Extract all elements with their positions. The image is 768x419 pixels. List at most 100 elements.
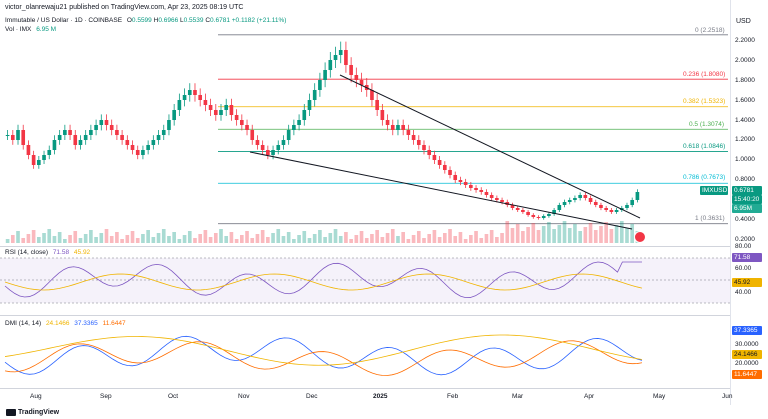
volume-bar: [515, 224, 520, 243]
candle-body: [344, 50, 348, 65]
candle-body: [245, 125, 249, 130]
volume-bar: [187, 231, 192, 243]
candle-body: [5, 135, 10, 136]
volume-bar: [614, 225, 619, 243]
volume-bar: [130, 231, 135, 243]
volume-bar: [609, 229, 614, 243]
volume-bar: [52, 236, 57, 243]
price-chart[interactable]: [0, 0, 730, 405]
volume-bar: [292, 239, 296, 243]
volume-bar: [266, 237, 270, 243]
volume-bar: [562, 221, 567, 243]
volume-bar: [500, 233, 504, 243]
event-marker-icon[interactable]: [634, 231, 646, 243]
volume-bar: [151, 237, 156, 243]
candle-body: [307, 100, 312, 110]
volume-bar: [547, 222, 551, 243]
volume-bar: [469, 235, 473, 243]
candle-body: [240, 120, 244, 125]
pane-separator[interactable]: [0, 246, 730, 247]
candle-body: [578, 195, 582, 198]
candle-body: [416, 140, 421, 145]
volume-bar: [354, 235, 359, 243]
rsi-value-tag: 71.58: [732, 253, 762, 262]
candle-body: [453, 175, 458, 180]
candle-body: [229, 105, 234, 115]
candle-body: [37, 160, 41, 165]
volume-bar: [16, 231, 20, 243]
change-value: +0.1182 (+21.11%): [231, 17, 287, 24]
volume-bar: [390, 229, 395, 243]
candle-body: [474, 188, 478, 190]
symbol-title[interactable]: Immutable / US Dollar · 1D · COINBASE O0…: [5, 17, 286, 25]
volume-bar: [411, 235, 416, 243]
candle-body: [396, 125, 400, 130]
volume-bar: [68, 235, 72, 243]
volume-bar: [396, 236, 400, 243]
candle-body: [83, 135, 88, 140]
candle-body: [57, 135, 62, 140]
volume-bar: [224, 236, 229, 243]
candle-body: [547, 214, 551, 216]
candle-body: [203, 100, 208, 105]
volume-bar: [286, 232, 291, 243]
volume-bar: [427, 234, 432, 243]
volume-bar: [432, 230, 437, 243]
volume-bar: [318, 230, 322, 243]
candle-body: [328, 60, 333, 70]
candle-body: [115, 130, 119, 135]
candle-body: [427, 150, 432, 155]
candle-body: [573, 198, 577, 200]
price-axis[interactable]: [730, 0, 768, 405]
candle-body: [250, 130, 255, 140]
volume-bar: [416, 231, 421, 243]
volume-bar: [442, 233, 447, 243]
axis-tick: 1.6000: [735, 97, 755, 104]
tradingview-logo[interactable]: TradingView: [6, 408, 59, 417]
volume-bar: [229, 232, 234, 243]
volume-bar: [125, 235, 130, 243]
rsi-legend[interactable]: RSI (14, close) 71.58 45.92: [5, 249, 90, 257]
volume-bar: [630, 224, 635, 243]
volume-bar: [104, 229, 109, 243]
volume-legend[interactable]: Vol · IMX 6.95 M: [5, 26, 56, 34]
candle-body: [411, 135, 416, 140]
volume-bar: [541, 226, 546, 243]
volume-bar: [10, 235, 15, 243]
volume-bar: [619, 221, 624, 243]
candle-body: [130, 145, 135, 150]
dmi-legend[interactable]: DMI (14, 14) 24.1466 37.3365 11.6447: [5, 320, 126, 328]
pane-separator[interactable]: [0, 315, 730, 316]
candle-body: [47, 150, 52, 155]
candle-body: [146, 145, 150, 150]
volume-bar: [156, 233, 161, 243]
candle-body: [63, 130, 67, 135]
candle-body: [94, 125, 98, 130]
volume-bar: [213, 233, 218, 243]
candle-body: [172, 110, 176, 120]
candle-body: [599, 205, 603, 208]
volume-bar: [78, 238, 83, 243]
candle-body: [89, 130, 93, 135]
candle-body: [120, 135, 124, 140]
volume-bar: [63, 239, 67, 243]
axis-tick: 1.8000: [735, 77, 755, 84]
axis-tick: 0.8000: [735, 176, 755, 183]
dmi-minus-value: 11.6447: [102, 320, 126, 327]
fib-label-0236: 0.236 (1.8080): [683, 71, 726, 78]
volume-bar: [208, 237, 213, 243]
volume-bar: [375, 230, 379, 243]
axis-tick: 2.0000: [735, 57, 755, 64]
candle-body: [515, 208, 520, 210]
low-label: L: [180, 17, 184, 24]
tv-logo-icon: [6, 408, 16, 416]
time-tick: May: [653, 393, 666, 400]
volume-bar: [604, 222, 608, 243]
candle-body: [380, 110, 385, 120]
candle-body: [588, 198, 593, 202]
open-value: 0.5599: [131, 17, 152, 24]
rsi-value: 71.58: [52, 249, 70, 256]
candle-body: [99, 120, 104, 125]
volume-bar: [510, 228, 515, 243]
volume-bar: [526, 227, 530, 243]
